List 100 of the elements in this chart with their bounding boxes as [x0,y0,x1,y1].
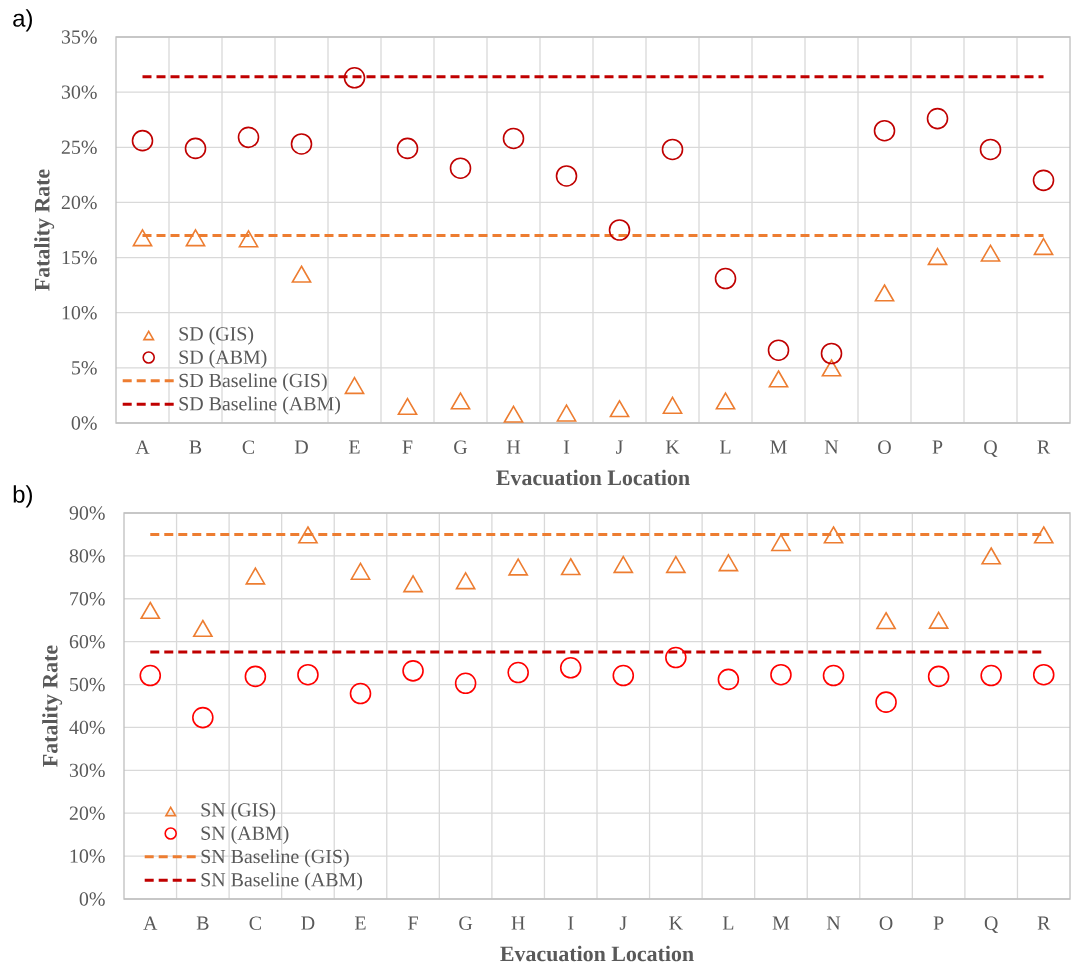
x-tick-label: Q [984,440,998,457]
point [140,601,161,620]
point [397,397,418,416]
x-tick-label: N [826,916,841,930]
x-tick-label: J [616,440,623,454]
point [343,67,366,89]
legend-label: SD (ABM) [179,349,267,368]
x-tick-label: M [772,916,790,930]
chart-title: b) [13,485,32,508]
point [823,526,844,544]
point [560,557,581,576]
x-axis-title: Evacuation Location [500,945,694,962]
x-tick-label: O [878,440,891,454]
point [665,555,686,574]
point [874,284,895,302]
y-tick-label: 35% [61,30,97,44]
legend-label: SD Baseline (GIS) [179,373,327,392]
y-axis-title: Fatality Rate [34,169,55,291]
point [875,691,897,713]
legend-label: SN (GIS) [201,802,276,821]
legend-label: SD (GIS) [179,326,254,345]
point [131,129,154,152]
point [1033,237,1054,256]
point [132,229,153,247]
point [403,575,423,593]
point [876,611,896,630]
x-tick-label: Q [984,916,999,933]
x-tick-label: P [933,916,944,930]
point [555,165,578,187]
point [185,229,206,247]
y-tick-label: 30% [61,85,97,99]
x-tick-label: M [770,440,787,454]
point [237,126,260,149]
x-tick-label: P [932,440,943,454]
point [349,682,372,705]
x-tick-label: G [454,440,468,454]
x-tick-label: K [665,440,680,454]
x-tick-label: D [301,916,315,930]
point [402,660,424,682]
point [503,405,524,423]
point [613,555,634,574]
x-tick-label: E [349,440,360,454]
point [1032,169,1055,192]
y-tick-label: 30% [69,763,105,778]
y-tick-label: 80% [69,549,105,563]
x-tick-label: B [189,440,202,454]
point [184,137,207,160]
point [661,138,684,161]
x-tick-label: N [824,440,839,454]
point [290,133,313,155]
x-tick-label: L [720,440,731,454]
point [454,672,477,695]
point [238,230,259,248]
point [139,664,162,687]
point [449,157,472,180]
point [297,663,319,686]
point [717,668,740,691]
point [450,392,471,410]
x-tick-label: I [568,916,574,930]
point [665,646,687,669]
y-tick-label: 70% [70,592,105,606]
x-tick-label: J [619,916,627,930]
y-tick-label: 90% [69,506,105,520]
y-tick-label: 40% [69,720,105,735]
y-tick-label: 10% [70,849,105,863]
point [662,396,683,415]
x-tick-label: H [506,440,521,454]
point [291,265,312,283]
x-tick-label: K [669,916,683,930]
point [926,107,949,130]
point [980,244,1001,262]
point [502,127,525,150]
point [1032,663,1055,686]
point [767,339,790,361]
x-tick-label: R [1037,440,1051,454]
y-tick-label: 20% [61,195,97,210]
x-axis-title: Evacuation Location [496,469,690,486]
x-tick-label: F [408,916,418,930]
x-tick-label: A [143,916,158,930]
legend-label: SN Baseline (GIS) [201,849,349,868]
point [507,661,529,684]
legend-label: SN (ABM) [201,825,289,844]
point [344,376,365,395]
point [556,404,577,422]
y-tick-label: 60% [69,634,105,649]
point [245,567,266,585]
x-tick-label: C [249,916,261,930]
x-tick-label: A [135,440,150,454]
point [455,572,476,590]
x-tick-label: E [355,916,366,930]
y-tick-label: 5% [72,361,97,375]
x-tick-label: I [563,440,570,454]
x-tick-label: G [459,916,473,930]
x-tick-label: R [1037,916,1051,930]
point [350,562,371,580]
point [927,665,950,688]
point [822,664,845,687]
point [244,665,267,688]
point [396,137,419,160]
x-tick-label: C [242,440,255,454]
